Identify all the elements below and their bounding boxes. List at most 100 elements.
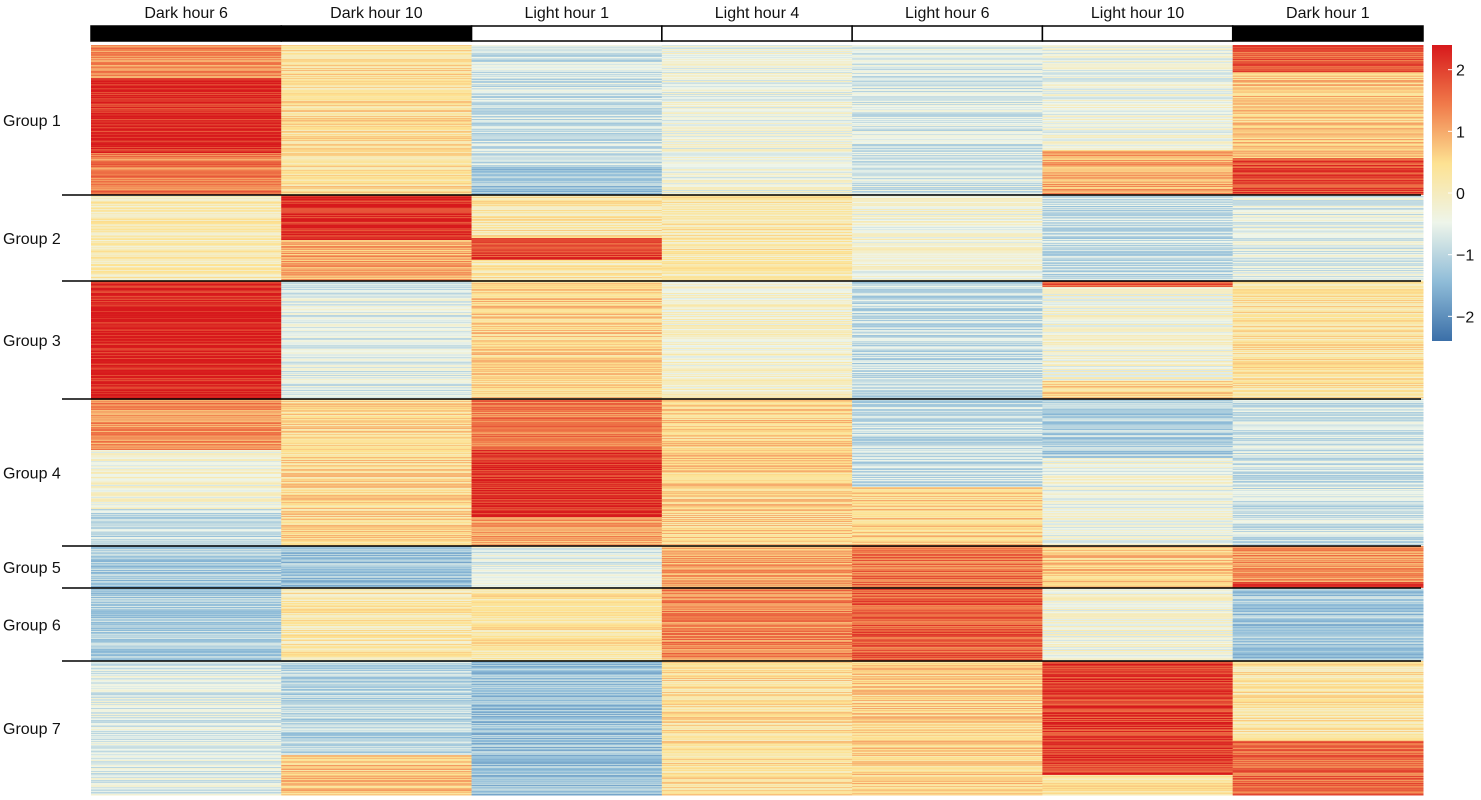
heatmap-cell [471, 503, 663, 505]
heatmap-cell [91, 431, 282, 433]
heatmap-cell [471, 377, 663, 379]
heatmap-cell [281, 603, 473, 605]
heatmap-cell [471, 655, 663, 657]
heatmap-cell [471, 793, 663, 795]
heatmap-cell [91, 520, 282, 522]
heatmap-cell [91, 253, 282, 255]
heatmap-cell [852, 465, 1043, 467]
heatmap-cell [281, 456, 473, 458]
heatmap-cell [852, 242, 1043, 244]
heatmap-cell [661, 485, 853, 487]
heatmap-cell [852, 305, 1043, 307]
heatmap-cell [91, 200, 282, 202]
heatmap-cell [661, 734, 853, 736]
heatmap-cell [1042, 383, 1234, 385]
heatmap-cell [1042, 506, 1234, 508]
heatmap-cell [471, 62, 663, 64]
heatmap-cell [1042, 223, 1234, 225]
heatmap-cell [471, 46, 663, 48]
heatmap-cell [1042, 414, 1234, 416]
heatmap-cell [1042, 167, 1234, 169]
heatmap-cell [852, 769, 1043, 771]
heatmap-cell [1232, 48, 1424, 50]
heatmap-cell [661, 214, 853, 216]
heatmap-cell [471, 372, 663, 374]
heatmap-cell [91, 734, 282, 736]
heatmap-cell [471, 132, 663, 134]
heatmap-cell [471, 202, 663, 204]
heatmap-cell [852, 248, 1043, 250]
heatmap-cell [1042, 289, 1234, 291]
heatmap-cell [91, 568, 282, 570]
heatmap-cell [471, 412, 663, 414]
light-period-bar [470, 25, 663, 42]
heatmap-cell [1232, 615, 1424, 617]
heatmap-cell [281, 55, 473, 57]
heatmap-cell [91, 419, 282, 421]
heatmap-cell [281, 54, 473, 56]
heatmap-cell [281, 594, 473, 596]
heatmap-cell [661, 201, 853, 203]
heatmap-cell [1042, 140, 1234, 142]
heatmap-cell [471, 111, 663, 113]
heatmap-cell [91, 746, 282, 748]
heatmap-cell [661, 460, 853, 462]
heatmap-cell [91, 286, 282, 288]
heatmap-cell [852, 57, 1043, 59]
heatmap-cell [91, 367, 282, 369]
heatmap-cell [471, 554, 663, 556]
heatmap-cell [471, 141, 663, 143]
heatmap-cell [852, 382, 1043, 384]
heatmap-cell [852, 61, 1043, 63]
heatmap-cell [1042, 72, 1234, 74]
heatmap-cell [91, 283, 282, 285]
heatmap-cell [1232, 643, 1424, 645]
heatmap-cell [281, 643, 473, 645]
heatmap-cell [852, 113, 1043, 115]
heatmap-cell [471, 434, 663, 436]
heatmap-cell [281, 422, 473, 424]
heatmap-cell [852, 209, 1043, 211]
heatmap-cell [1042, 79, 1234, 81]
heatmap-cell [661, 178, 853, 180]
heatmap-cell [661, 743, 853, 745]
heatmap-cell [661, 618, 853, 620]
heatmap-cell [661, 415, 853, 417]
heatmap-cell [661, 349, 853, 351]
heatmap-cell [661, 47, 853, 49]
heatmap-cell [91, 701, 282, 703]
heatmap-cell [1232, 108, 1424, 110]
heatmap-cell [1042, 536, 1234, 538]
heatmap-cell [852, 253, 1043, 255]
heatmap-cell [1232, 434, 1424, 436]
heatmap-cell [281, 525, 473, 527]
heatmap-cell [91, 428, 282, 430]
heatmap-cell [471, 643, 663, 645]
heatmap-cell [471, 265, 663, 267]
heatmap-cell [852, 319, 1043, 321]
heatmap-cell [661, 605, 853, 607]
heatmap-cell [1232, 240, 1424, 242]
heatmap-cell [91, 497, 282, 499]
heatmap-cell [91, 68, 282, 70]
heatmap-cell [91, 90, 282, 92]
heatmap-cell [91, 727, 282, 729]
heatmap-cell [281, 719, 473, 721]
heatmap-cell [91, 193, 282, 195]
heatmap-cell [852, 76, 1043, 78]
heatmap-cell [852, 625, 1043, 627]
heatmap-cell [471, 91, 663, 93]
heatmap-cell [1042, 220, 1234, 222]
heatmap-cell [281, 117, 473, 119]
heatmap-cell [661, 370, 853, 372]
heatmap-cell [852, 748, 1043, 750]
heatmap-cell [471, 430, 663, 432]
heatmap-cell [1232, 327, 1424, 329]
heatmap-cell [281, 136, 473, 138]
heatmap-cell [1042, 85, 1234, 87]
heatmap-cell [471, 776, 663, 778]
heatmap-cell [91, 349, 282, 351]
heatmap-cell [91, 444, 282, 446]
heatmap-cell [471, 367, 663, 369]
